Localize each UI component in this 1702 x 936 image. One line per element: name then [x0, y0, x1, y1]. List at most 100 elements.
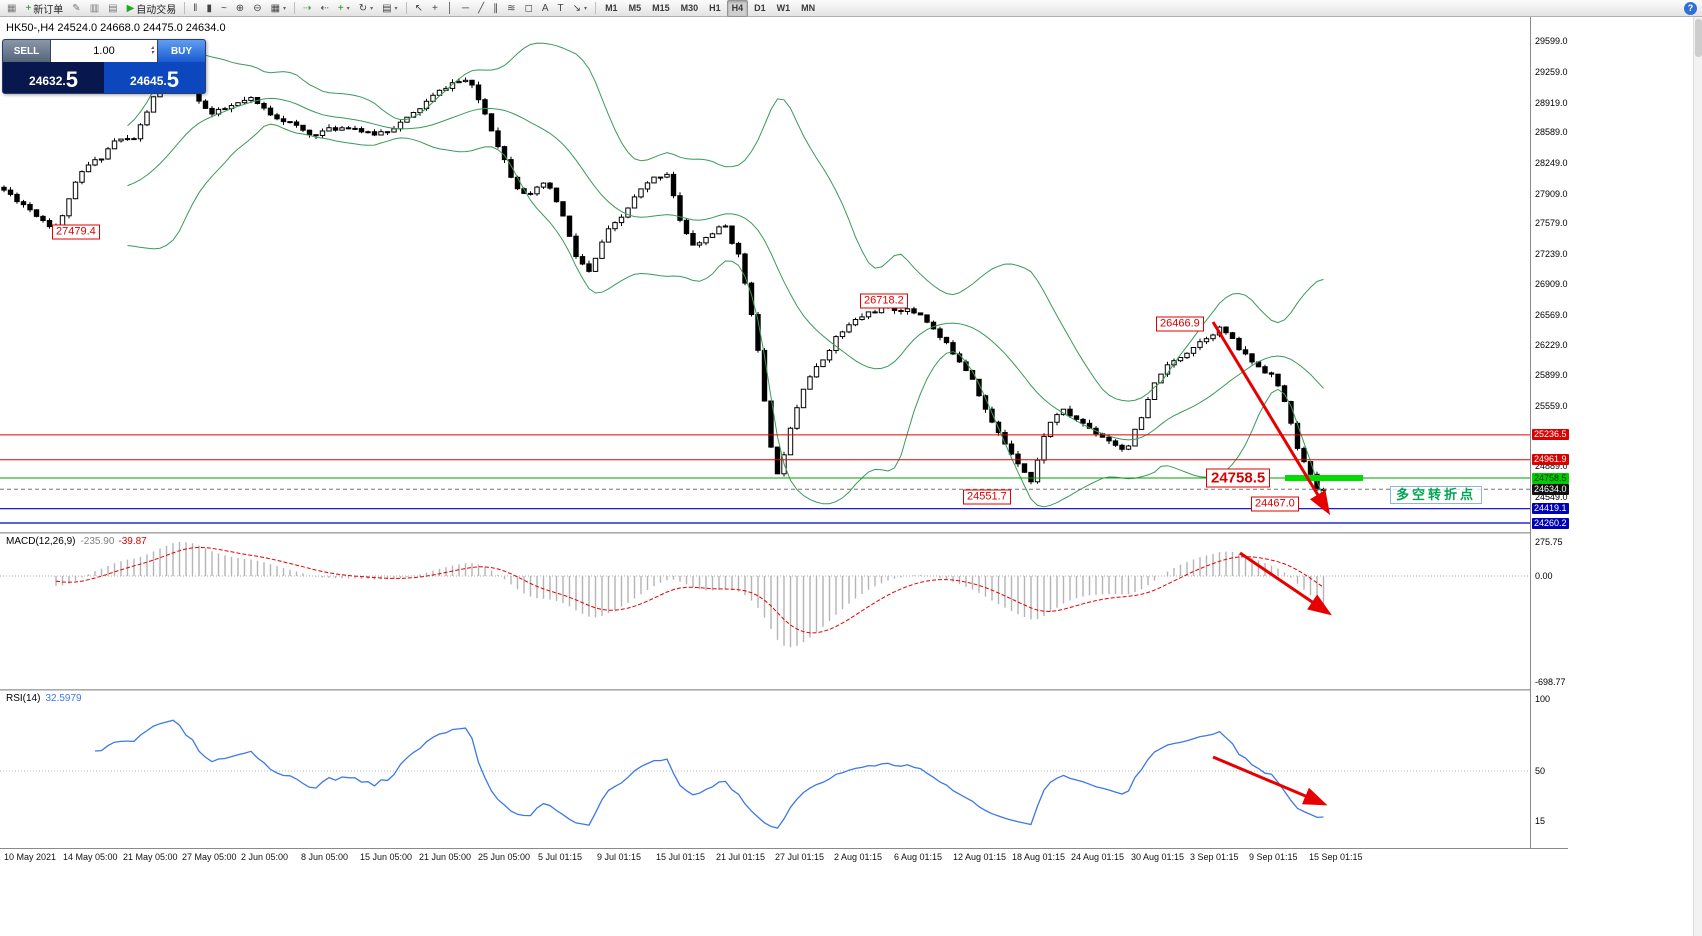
macd-axis-label: 275.75	[1535, 537, 1563, 547]
zoom-in-button[interactable]: ⊕	[232, 0, 248, 17]
price-label-26718.2[interactable]: 26718.2	[860, 293, 908, 309]
timeframe-d1-button[interactable]: D1	[749, 0, 771, 17]
sell-button[interactable]: SELL	[3, 40, 51, 62]
price-chart[interactable]	[0, 28, 1530, 532]
timeframe-m30-button[interactable]: M30	[676, 0, 704, 17]
help-button[interactable]: ?	[1684, 1, 1697, 15]
navigator-icon: ▤	[108, 2, 118, 14]
main-toolbar: ▦ + 新订单 ✎ ▥ ▤ ▶ 自动交易 ‖ ▮ ~ ⊕ ⊖ ▦ ▾ ⇢ ⇠ + ▾ ↻ ▾ ▤ ▾ ↖ + │ ─ ╱ ∥ ≋ ◻ A T ↘ ▾…	[0, 0, 1702, 17]
horizontal-line-icon: ─	[462, 2, 470, 14]
buy-button[interactable]: BUY	[157, 40, 205, 62]
time-tick-label: 21 Jul 01:15	[716, 852, 766, 862]
label-button[interactable]: T	[554, 0, 568, 17]
autotrading-button[interactable]: ▶ 自动交易	[123, 0, 181, 17]
macd-panel[interactable]	[0, 534, 1530, 689]
timeframe-m15-button-label: M15	[652, 3, 670, 13]
crosshair-button[interactable]: +	[428, 0, 442, 17]
horizontal-line-button[interactable]: ─	[458, 0, 473, 17]
chart-shift-button[interactable]: ⇠	[316, 0, 332, 17]
line-chart-button[interactable]: ~	[217, 0, 231, 17]
rsi-axis-label: 15	[1535, 816, 1546, 826]
spinner-up-icon[interactable]: ▴	[150, 45, 154, 51]
price-axis[interactable]: 29599.0 29259.0 28919.0 28589.0 28249.0 27909…	[1530, 17, 1571, 848]
time-tick-label: 3 Sep 01:15	[1190, 852, 1239, 862]
bar-chart-button[interactable]: ‖	[189, 0, 201, 17]
text-button[interactable]: A	[538, 0, 553, 17]
scrollbar-thumb[interactable]	[1695, 19, 1702, 57]
periods-button[interactable]: ↻ ▾	[355, 0, 377, 17]
price-badge-24260.2: 24260.2	[1532, 518, 1569, 529]
candlestick-chart-icon: ▮	[206, 2, 212, 14]
new-chart-icon: ▦	[7, 2, 17, 14]
volume-input[interactable]: 1.00 ▴ ▾	[51, 40, 157, 62]
rsi-indicator-label: RSI(14) 32.5979	[6, 693, 82, 704]
timeframe-h1-button[interactable]: H1	[704, 0, 726, 17]
macd-indicator-label: MACD(12,26,9) -235.90 -39.87	[6, 536, 147, 547]
new-chart-button[interactable]: ▦	[3, 0, 20, 17]
price-label-24758.5[interactable]: 24758.5	[1206, 468, 1271, 488]
trendline-button[interactable]: ╱	[474, 0, 488, 17]
timeframe-h4-button-label: H4	[731, 3, 744, 13]
price-tick-label: 24889.0	[1535, 461, 1568, 471]
fibonacci-icon: ≋	[507, 2, 516, 14]
volume-spinner[interactable]: ▴ ▾	[150, 45, 154, 56]
time-tick-label: 15 Jun 05:00	[360, 852, 413, 862]
vertical-line-button[interactable]: │	[443, 0, 457, 17]
time-tick-label: 27 May 05:00	[182, 852, 237, 862]
time-tick-label: 25 Jun 05:00	[478, 852, 531, 862]
timeframe-m1-button[interactable]: M1	[600, 0, 623, 17]
shapes-icon: ◻	[524, 2, 533, 14]
sell-price-big: 5	[65, 67, 78, 92]
candlestick-chart-button[interactable]: ▮	[202, 0, 216, 17]
bollinger-middle-band	[127, 97, 1324, 441]
cursor-icon: ↖	[414, 2, 423, 14]
templates-button[interactable]: ▤ ▾	[378, 0, 401, 17]
navigator-button[interactable]: ▤	[104, 0, 121, 17]
auto-scroll-button[interactable]: ⇢	[299, 0, 315, 17]
market-watch-button[interactable]: ▥	[86, 0, 103, 17]
metaeditor-button[interactable]: ✎	[68, 0, 84, 17]
panel-divider[interactable]	[0, 689, 1568, 691]
new-order-button[interactable]: + 新订单	[21, 0, 67, 17]
rsi-title: RSI(14)	[6, 693, 41, 704]
arrows-button[interactable]: ↘ ▾	[569, 0, 591, 17]
add-indicator-button[interactable]: + ▾	[334, 0, 354, 17]
price-label-26466.9[interactable]: 26466.9	[1156, 316, 1204, 332]
cursor-button[interactable]: ↖	[411, 0, 427, 17]
channel-button[interactable]: ∥	[489, 0, 502, 17]
rsi-value: 32.5979	[45, 693, 82, 704]
one-click-trading-panel: SELL 1.00 ▴ ▾ BUY 24632. 5 24645. 5	[2, 39, 206, 94]
price-label-27479.4[interactable]: 27479.4	[52, 224, 100, 240]
price-tick-label: 28919.0	[1535, 98, 1568, 108]
periods-icon: ↻	[358, 2, 368, 14]
timeframe-mn-button[interactable]: MN	[796, 0, 820, 17]
turning-point-annotation[interactable]: 多空转折点	[1390, 486, 1483, 504]
timeframe-h4-button[interactable]: H4	[726, 0, 749, 17]
time-tick-label: 14 May 05:00	[63, 852, 118, 862]
shapes-button[interactable]: ◻	[521, 0, 537, 17]
timeframe-m15-button[interactable]: M15	[647, 0, 675, 17]
rsi-panel[interactable]	[0, 691, 1530, 847]
fibonacci-button[interactable]: ≋	[503, 0, 519, 17]
zoom-out-button[interactable]: ⊖	[249, 0, 265, 17]
price-label-24551.7[interactable]: 24551.7	[963, 489, 1011, 505]
timeframe-w1-button[interactable]: W1	[772, 0, 796, 17]
sell-price[interactable]: 24632. 5	[3, 62, 104, 93]
spinner-down-icon[interactable]: ▾	[150, 50, 154, 56]
volume-value: 1.00	[93, 45, 115, 57]
time-axis[interactable]: 10 May 2021 14 May 05:00 21 May 05:00 27 Ma…	[0, 848, 1568, 867]
buy-price[interactable]: 24645. 5	[104, 62, 205, 93]
chevron-down-icon: ▾	[584, 5, 588, 12]
symbol-ohlc-header: HK50-,H4 24524.0 24668.0 24475.0 24634.0	[6, 22, 226, 34]
text-icon: A	[541, 2, 549, 14]
price-label-24467.0[interactable]: 24467.0	[1251, 496, 1299, 512]
market-watch-icon: ▥	[89, 2, 100, 14]
vertical-scrollbar[interactable]	[1693, 17, 1702, 936]
tile-windows-button[interactable]: ▦ ▾	[267, 0, 290, 17]
price-tick-label: 29259.0	[1535, 67, 1568, 77]
timeframe-m5-button-label: M5	[628, 3, 642, 13]
rsi-line	[94, 719, 1324, 829]
horizontal-lines-layer	[0, 434, 1530, 524]
timeframe-m5-button[interactable]: M5	[624, 0, 647, 17]
panel-divider[interactable]	[0, 532, 1568, 534]
